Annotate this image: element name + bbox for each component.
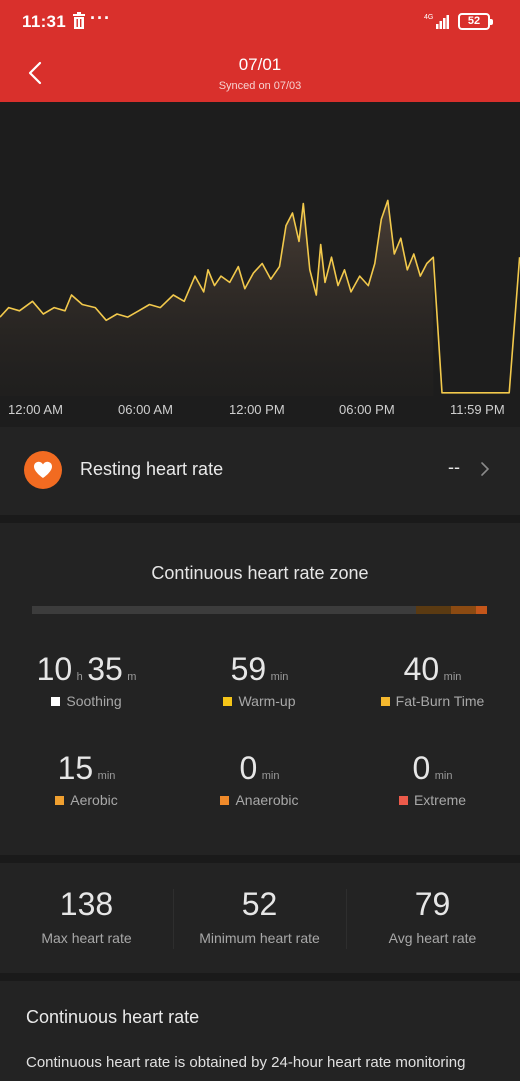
status-time: 11:31 — [22, 12, 67, 31]
heart-rate-line — [0, 199, 520, 394]
resting-heart-rate-value: -- — [448, 457, 460, 477]
avg-heart-rate: 79 Avg heart rate — [388, 886, 477, 946]
min-heart-rate: 52 Minimum heart rate — [199, 886, 320, 946]
svg-text:4G: 4G — [424, 14, 433, 21]
column-divider — [173, 889, 174, 949]
header-bar: 07/01 Synced on 07/03 — [0, 44, 520, 102]
column-divider — [346, 889, 347, 949]
zone-title: Continuous heart rate zone — [151, 563, 369, 583]
zone-stat-anaerobic: 0 min Anaerobic — [173, 750, 346, 808]
section-divider — [0, 973, 520, 981]
zone-bar-segment — [32, 606, 417, 614]
trash-icon — [73, 12, 85, 29]
heart-rate-plot — [0, 199, 520, 396]
max-heart-rate: 138 Max heart rate — [41, 886, 132, 946]
legend-swatch — [55, 796, 65, 805]
heart-rate-area — [0, 200, 434, 396]
zone-stat-warm-up: 59 min Warm-up — [173, 651, 346, 709]
x-tick-label: 11:59 PM — [450, 402, 505, 417]
heart-icon — [24, 451, 62, 489]
legend-swatch — [223, 697, 233, 706]
x-axis-labels: 12:00 AM 06:00 AM 12:00 PM 06:00 PM 11:59 PM — [0, 402, 520, 424]
section-divider — [0, 515, 520, 523]
zone-stat-extreme: 0 min Extreme — [346, 750, 519, 808]
chevron-right-icon — [481, 462, 490, 476]
x-tick-label: 06:00 AM — [118, 402, 173, 417]
zone-stat-aerobic: 15 min Aerobic — [0, 750, 173, 808]
info-card: Continuous heart rate Continuous heart r… — [0, 981, 520, 1081]
zone-stat-fat-burn: 40 min Fat-Burn Time — [346, 651, 519, 709]
x-tick-label: 12:00 PM — [229, 402, 285, 417]
resting-heart-rate-row[interactable]: Resting heart rate -- — [0, 427, 520, 515]
zone-bar-segment — [475, 606, 487, 614]
legend-swatch — [380, 697, 390, 706]
back-arrow-icon[interactable] — [24, 60, 48, 86]
signal-icon: 4G — [424, 14, 449, 29]
x-tick-label: 12:00 AM — [8, 402, 63, 417]
x-tick-label: 06:00 PM — [339, 402, 395, 417]
status-bar: 11:31 ··· 4G 52 — [0, 0, 520, 44]
page-title: 07/01 — [238, 55, 282, 74]
info-text: Continuous heart rate is obtained by 24-… — [26, 1054, 466, 1071]
more-dots-icon: ··· — [90, 8, 111, 28]
zone-distribution-bar — [32, 606, 487, 614]
zone-bar-segment — [450, 606, 476, 614]
heart-rate-summary: 138 Max heart rate 52 Minimum heart rate… — [0, 863, 520, 973]
legend-swatch — [398, 796, 408, 805]
legend-swatch — [51, 697, 61, 706]
info-title: Continuous heart rate — [26, 1007, 200, 1027]
legend-swatch — [220, 796, 230, 805]
section-divider — [0, 855, 520, 863]
sync-status: Synced on 07/03 — [218, 80, 302, 92]
battery-icon: 52 — [458, 13, 493, 30]
zone-stat-soothing: 10 h 35 m Soothing — [36, 651, 137, 709]
resting-heart-rate-label: Resting heart rate — [80, 459, 224, 479]
heart-rate-zone-card: Continuous heart rate zone 10 h 35 m Soo… — [0, 523, 520, 855]
heart-rate-chart[interactable]: 12:00 AM 06:00 AM 12:00 PM 06:00 PM 11:59 PM — [0, 102, 520, 427]
zone-bar-segment — [416, 606, 451, 614]
